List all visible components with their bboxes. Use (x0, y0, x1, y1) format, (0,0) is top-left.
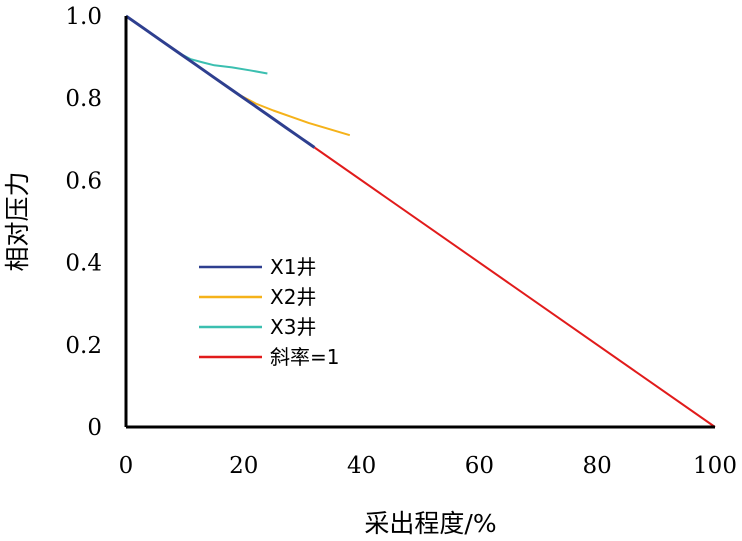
series-layer (125, 14, 716, 428)
x-tick-label: 60 (465, 453, 494, 479)
series-line-4 (313, 146, 716, 428)
legend-label-3: X3井 (270, 315, 316, 339)
x-tick-label: 100 (693, 453, 737, 479)
x-tick-label: 20 (229, 453, 258, 479)
legend-label-1: X1井 (270, 255, 316, 279)
y-tick-label: 0.8 (65, 86, 102, 112)
y-tick-label: 0 (87, 415, 102, 441)
x-axis-title: 采出程度/% (364, 509, 496, 538)
series-line-1 (125, 14, 316, 149)
y-tick-label: 0.2 (65, 333, 102, 359)
x-tick-label: 40 (347, 453, 376, 479)
ticks-layer: 0 20 40 60 80 100 0 0.2 0.4 0.6 0.8 1.0 (65, 4, 737, 479)
y-tick-label: 1.0 (65, 4, 102, 30)
y-tick-label: 0.4 (65, 251, 102, 277)
series-line-2 (125, 15, 351, 137)
x-tick-label: 0 (119, 453, 134, 479)
x-tick-label: 80 (583, 453, 612, 479)
legend-label-2: X2井 (270, 285, 316, 309)
axes-layer (124, 16, 715, 429)
y-axis-title: 相对压力 (3, 171, 32, 271)
y-tick-label: 0.6 (65, 168, 102, 194)
legend-label-4: 斜率=1 (270, 345, 339, 369)
